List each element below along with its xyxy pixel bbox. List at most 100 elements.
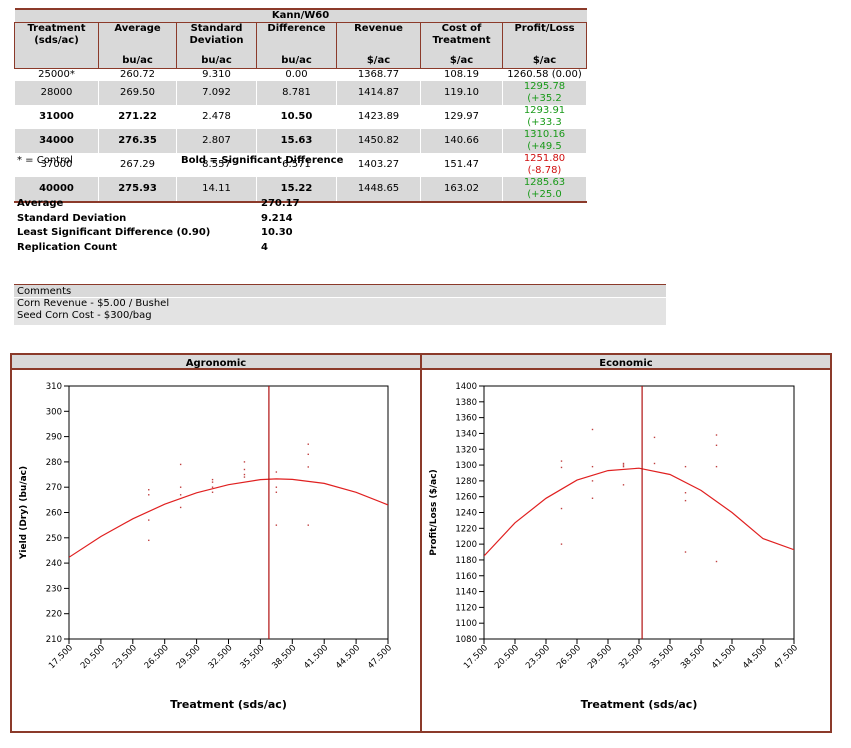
stat-label: Replication Count xyxy=(17,241,118,253)
data-point xyxy=(684,499,687,502)
cell-sd: 8.557 xyxy=(176,153,257,177)
cell-difference: 15.63 xyxy=(256,129,337,153)
y-tick-label: 250 xyxy=(46,534,62,544)
data-point xyxy=(715,434,718,436)
col-unit-sd: bu/ac xyxy=(176,55,257,69)
chart-title-bar xyxy=(12,355,420,369)
x-axis-label: Treatment (sds/ac) xyxy=(581,698,698,711)
data-point xyxy=(307,453,309,456)
stat-label: Least Significant Difference (0.90) xyxy=(17,227,211,238)
data-point xyxy=(653,462,656,465)
data-point xyxy=(275,471,278,473)
economic-chart: Economic 1080 1100 1120 1140 1160 1180 1200 1220… xyxy=(422,355,830,711)
data-point xyxy=(653,436,656,439)
stat-row: Standard Deviation 9.214 xyxy=(17,213,300,228)
data-point xyxy=(179,486,182,488)
chart-title: Economic xyxy=(599,358,652,369)
y-tick-label: 260 xyxy=(46,509,62,519)
stat-row: Least Significant Difference (0.90) 10.30 xyxy=(17,227,300,242)
stat-row: Replication Count 4 xyxy=(17,242,300,257)
table-row: 31000 271.22 2.478 10.50 1423.89 129.97 1293.9… xyxy=(14,105,587,129)
y-tick-label: 210 xyxy=(46,635,62,645)
col-unit-difference: bu/ac xyxy=(256,55,337,69)
col-header-average: Average xyxy=(98,22,177,55)
data-point xyxy=(307,466,309,468)
col-header-difference: Difference xyxy=(256,22,337,55)
x-tick-label: 17.500 xyxy=(47,643,75,671)
x-tick-label: 29.500 xyxy=(175,643,203,671)
summary-stats: Average 270.17 Standard Deviation 9.214 Le… xyxy=(17,198,300,256)
data-point xyxy=(275,524,278,526)
y-tick-label: 1120 xyxy=(455,603,477,613)
cell-treatment: 37000 xyxy=(14,153,99,177)
comments-body: Corn Revenue - $5.00 / Bushel Seed Corn … xyxy=(14,298,666,325)
table-row: 40000 275.93 14.11 15.22 1448.65 163.02 1285.6… xyxy=(14,177,587,203)
cell-sd: 2.478 xyxy=(176,105,257,129)
y-tick-label: 280 xyxy=(46,458,62,468)
x-tick-label: 26.500 xyxy=(555,643,583,671)
results-table: Kann/W60 Treatment (sds/ac) Average Stand… xyxy=(14,8,587,203)
y-tick-label: 1280 xyxy=(455,477,477,487)
cell-sd: 14.11 xyxy=(176,177,257,203)
data-point xyxy=(179,463,182,466)
data-point xyxy=(684,551,687,553)
col-unit-profit: $/ac xyxy=(502,55,587,69)
data-point xyxy=(307,524,309,526)
x-tick-label: 26.500 xyxy=(143,643,171,671)
cell-treatment: 31000 xyxy=(14,105,99,129)
data-point xyxy=(148,494,150,496)
x-tick-label: 32.500 xyxy=(207,643,235,671)
y-tick-label: 270 xyxy=(46,483,62,493)
x-tick-label: 38.500 xyxy=(270,643,298,671)
data-point xyxy=(715,465,718,468)
comments-box: Comments Corn Revenue - $5.00 / Bushel S… xyxy=(14,284,666,325)
economic-chart-panel: Economic 1080 1100 1120 1140 1160 1180 1200 1220… xyxy=(420,353,832,733)
cell-difference: 6.571 xyxy=(256,153,337,177)
x-tick-label: 44.500 xyxy=(741,643,769,671)
agronomic-chart-panel: Agronomic 210 220 230 240 250 260 270 280 290 300 3… xyxy=(10,353,422,733)
cell-sd: 7.092 xyxy=(176,81,257,105)
data-point xyxy=(211,478,214,481)
data-point xyxy=(148,489,150,491)
cell-cost: 119.10 xyxy=(420,81,503,105)
y-tick-label: 290 xyxy=(46,433,62,443)
y-tick-label: 1220 xyxy=(455,524,477,534)
stat-label: Average xyxy=(17,198,64,209)
y-tick-label: 1340 xyxy=(455,429,477,439)
data-point xyxy=(591,465,594,468)
cell-revenue: 1423.89 xyxy=(336,105,421,129)
cell-difference: 8.781 xyxy=(256,81,337,105)
data-point xyxy=(275,491,278,493)
x-tick-label: 20.500 xyxy=(79,643,107,671)
data-point xyxy=(243,468,246,471)
plot-area xyxy=(68,385,389,640)
x-tick-label: 32.500 xyxy=(617,643,645,671)
cell-sd: 2.807 xyxy=(176,129,257,153)
data-point xyxy=(243,473,246,476)
data-point xyxy=(591,428,594,431)
x-tick-label: 35.500 xyxy=(238,643,266,671)
comment-line: Seed Corn Cost - $300/bag xyxy=(17,310,152,321)
col-unit-average: bu/ac xyxy=(98,55,177,69)
fit-curve xyxy=(69,478,388,558)
cell-cost: 163.02 xyxy=(420,177,503,203)
chart-title: Agronomic xyxy=(186,358,247,369)
table-body: 25000* 260.72 9.310 0.00 1368.77 108.19 1260.5… xyxy=(14,68,587,203)
x-tick-label: 44.500 xyxy=(334,643,362,671)
table-row: 28000 269.50 7.092 8.781 1414.87 119.10 1295.7… xyxy=(14,81,587,105)
data-point xyxy=(275,486,278,488)
data-point xyxy=(179,506,182,509)
y-tick-label: 310 xyxy=(46,382,62,392)
cell-average: 269.50 xyxy=(98,81,177,105)
y-tick-label: 220 xyxy=(46,610,62,620)
x-tick-label: 20.500 xyxy=(493,643,521,671)
table-title: Kann/W60 xyxy=(14,8,587,23)
cell-average: 271.22 xyxy=(98,105,177,129)
cell-profit: 1260.58 (0.00) xyxy=(502,68,587,81)
stat-value: 4 xyxy=(261,241,268,253)
stat-value: 10.30 xyxy=(261,227,293,238)
y-tick-label: 240 xyxy=(46,559,62,569)
x-tick-label: 35.500 xyxy=(648,643,676,671)
data-point xyxy=(715,560,718,563)
cell-cost: 129.97 xyxy=(420,105,503,129)
